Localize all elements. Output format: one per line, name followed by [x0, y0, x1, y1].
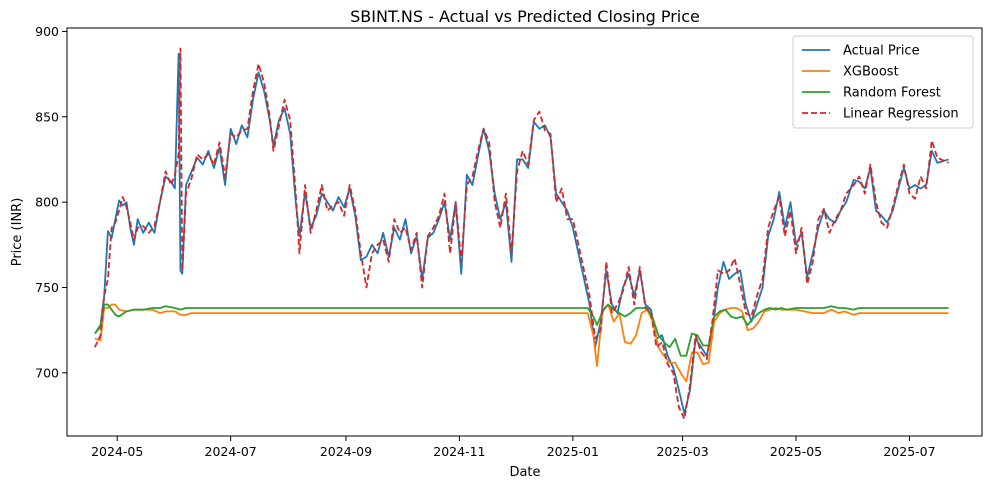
x-tick-label: 2024-09: [320, 444, 372, 459]
x-tick-label: 2024-05: [91, 444, 143, 459]
legend: Actual Price XGBoost Random Forest Linear R…: [792, 35, 974, 129]
y-tick-label: 750: [35, 280, 59, 295]
x-tick-label: 2025-03: [656, 444, 708, 459]
x-axis: 2024-05 2024-07 2024-09 2024-11 2025-01 2025-…: [91, 436, 936, 459]
chart-title: SBINT.NS - Actual vs Predicted Closing P…: [350, 7, 700, 26]
legend-label: Random Forest: [843, 86, 941, 101]
x-tick-label: 2025-01: [547, 444, 599, 459]
y-tick-label: 900: [35, 24, 59, 39]
x-axis-label: Date: [509, 465, 540, 480]
x-tick-label: 2024-11: [433, 444, 485, 459]
x-tick-label: 2025-05: [770, 444, 822, 459]
series-layer: [94, 47, 949, 420]
legend-box: [792, 35, 974, 129]
legend-label: XGBoost: [843, 65, 899, 80]
x-tick-label: 2025-07: [883, 444, 935, 459]
series-line-random-forest: [94, 303, 949, 357]
legend-label: Actual Price: [843, 44, 920, 59]
y-tick-label: 850: [35, 109, 59, 124]
series-line-actual-price: [94, 52, 949, 415]
x-tick-label: 2024-07: [205, 444, 257, 459]
plot-area: [66, 27, 983, 437]
legend-label: Linear Regression: [843, 107, 959, 122]
series-line-linear-regression: [94, 47, 949, 420]
y-axis: 700 750 800 850 900: [35, 24, 67, 380]
y-axis-label: Price (INR): [10, 198, 25, 267]
y-tick-label: 800: [35, 195, 59, 210]
y-tick-label: 700: [35, 365, 59, 380]
axes-frame: [66, 27, 983, 437]
